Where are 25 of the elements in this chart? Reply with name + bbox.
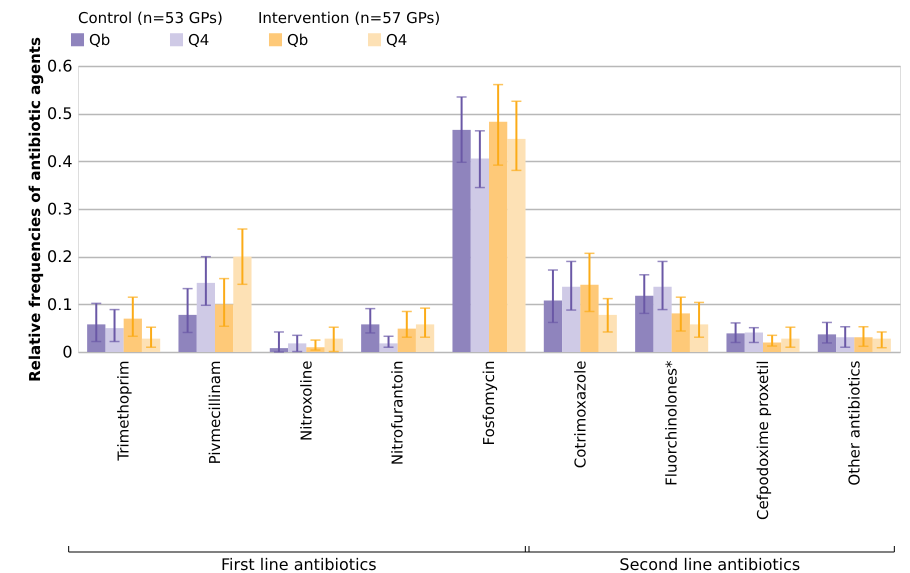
y-tick-label: 0.5 [47,104,72,124]
x-tick-label: Trimethoprim [114,360,133,462]
x-tick-label: Pivmecillinam [206,360,224,464]
x-tick-label: Fosfomycin [480,360,498,446]
text: First line antibiotics [221,555,377,573]
text: Second line antibiotics [619,555,800,573]
y-tick-label: 0.2 [47,247,72,266]
x-tick-label: Cefpodoxime proxetil [754,360,772,520]
legend-label: Q4 [386,30,408,49]
y-tick-label: 0.1 [47,294,72,314]
x-tick-label: Nitroxoline [297,360,316,441]
x-tick-label: Other antibiotics [845,360,864,486]
y-tick-label: 0.4 [47,152,72,171]
y-tick-label: 0 [62,342,72,362]
x-tick-label: Cotrimoxazole [571,360,590,468]
y-tick-label: 0.3 [47,200,72,218]
y-tick-label: 0.6 [47,56,72,76]
legend-label: Qb [89,30,110,49]
legend-label: Q4 [188,30,210,49]
legend-label: Qb [287,30,308,49]
text: Intervention (n=57 GPs) [258,9,440,27]
x-tick-label: Nitrofurantoin [388,360,407,466]
x-tick-label: Fluorchinolones* [662,360,681,486]
text: Control (n=53 GPs) [78,9,223,27]
y-axis-title: Relative frequencies of antibiotic agents [26,37,44,382]
